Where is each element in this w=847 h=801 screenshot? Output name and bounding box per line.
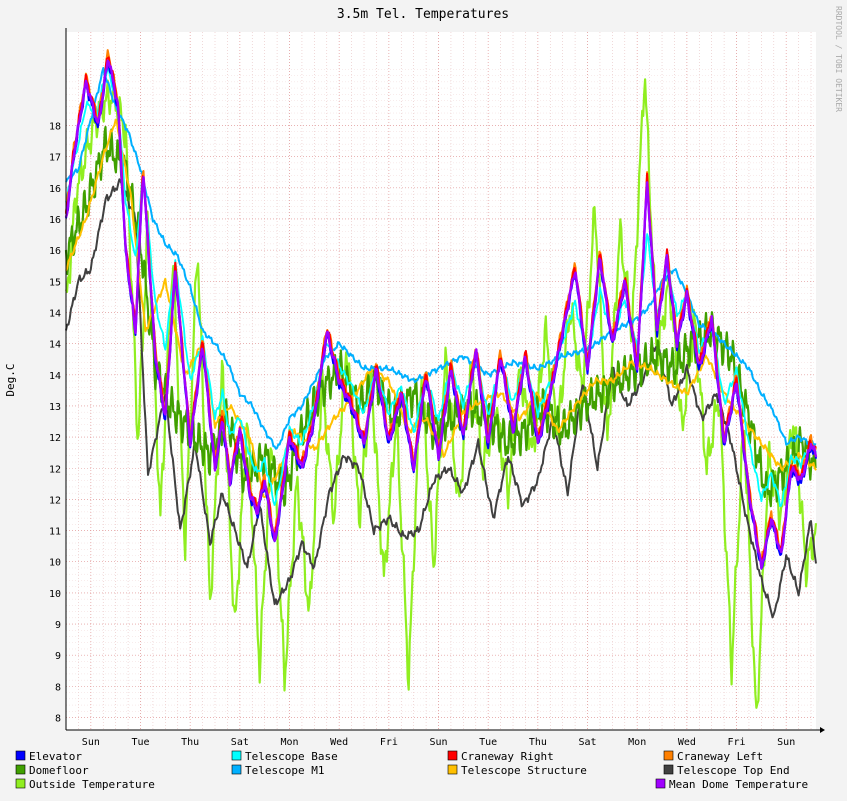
legend-swatch [231,764,242,775]
legend-label: Mean Dome Temperature [669,778,808,791]
legend-label: Craneway Right [461,750,554,763]
x-tick-label: Wed [330,737,348,748]
y-tick-label: 12 [49,495,61,506]
series-line-outside-temperature [64,73,818,709]
y-tick-label: 12 [49,433,61,444]
y-tick-label: 10 [49,589,61,600]
y-tick-label: 13 [49,402,61,413]
x-tick-label: Tue [479,737,497,748]
y-tick-label: 8 [55,682,61,693]
y-tick-label: 14 [49,340,61,351]
legend-label: Craneway Left [677,750,763,763]
y-tick-label: 11 [49,527,61,538]
plot-area: 8 8 9 9 10 10 11 12 12 12 13 14 14 14 15 16 16 16 17 18 Sun T… [49,28,825,748]
legend-label: Telescope Base [245,750,338,763]
rrdtool-watermark: RRDTOOL / TOBI OETIKER [834,6,843,112]
y-tick-label: 18 [49,121,61,132]
y-tick-label: 15 [49,277,61,288]
x-tick-label: Mon [628,737,646,748]
legend-swatch [655,778,666,789]
x-tick-label: Sat [231,737,249,748]
x-tick-label: Wed [678,737,696,748]
legend-label: Telescope Top End [677,764,790,777]
y-tick-label: 12 [49,464,61,475]
legend-swatch [231,750,242,761]
x-tick-label: Fri [380,737,398,748]
x-tick-label: Sun [82,737,100,748]
legend-swatch [663,764,674,775]
chart-title: 3.5m Tel. Temperatures [337,7,509,22]
y-tick-label: 9 [55,651,61,662]
y-tick-label: 10 [49,558,61,569]
y-tick-label: 16 [49,184,61,195]
x-tick-label: Sun [429,737,447,748]
legend-swatch [447,764,458,775]
legend-label: Domefloor [29,764,89,777]
legend-label: Outside Temperature [29,778,155,791]
x-axis-arrow [820,727,825,733]
legend-swatch [447,750,458,761]
y-tick-label: 9 [55,620,61,631]
y-tick-label: 17 [49,153,61,164]
x-tick-label: Thu [529,737,547,748]
legend-swatch [15,764,26,775]
y-tick-label: 8 [55,714,61,725]
x-tick-label: Thu [181,737,199,748]
y-tick-label: 16 [49,215,61,226]
legend-swatch [663,750,674,761]
y-tick-label: 14 [49,371,61,382]
legend-swatch [15,750,26,761]
x-tick-label: Fri [727,737,745,748]
legend-label: Telescope M1 [245,764,324,777]
y-axis-label: Deg.C [4,363,17,396]
x-tick-label: Sun [777,737,795,748]
x-tick-label: Mon [280,737,298,748]
legend-label: Elevator [29,750,82,763]
series-line-telescope-m1 [65,67,817,450]
y-tick-label: 14 [49,308,61,319]
legend: Elevator Telescope Base Craneway Right Cran… [15,750,808,791]
x-tick-label: Sat [578,737,596,748]
legend-label: Telescope Structure [461,764,587,777]
series-line-mean-dome-temperature [64,59,818,570]
y-tick-label: 16 [49,246,61,257]
x-tick-label: Tue [131,737,149,748]
legend-swatch [15,778,26,789]
